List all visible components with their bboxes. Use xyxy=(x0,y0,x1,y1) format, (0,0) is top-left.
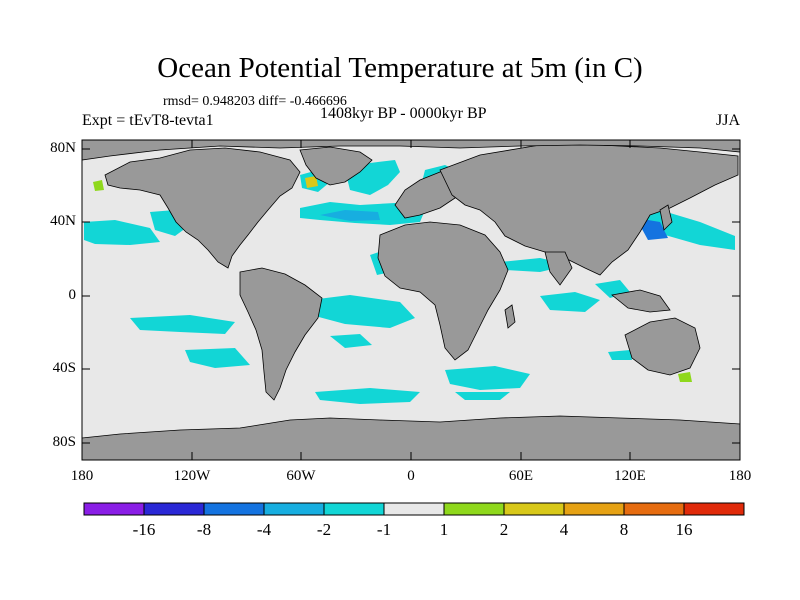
lon-label: 180 xyxy=(728,468,752,484)
lon-label: 60W xyxy=(286,468,316,484)
colorbar-label: -4 xyxy=(256,520,272,539)
anomaly-patch xyxy=(445,366,530,390)
lat-label: 80N xyxy=(50,140,76,156)
colorbar-swatch xyxy=(383,502,445,516)
experiment-label: Expt = tEvT8-tevta1 xyxy=(82,112,214,129)
anomaly-patches xyxy=(84,160,735,404)
lon-label: 60E xyxy=(508,468,534,484)
colorbar-label: 2 xyxy=(499,520,509,539)
anomaly-patch xyxy=(93,180,104,191)
colorbar-swatch xyxy=(443,502,505,516)
season-label: JJA xyxy=(716,112,741,129)
colorbar-swatch xyxy=(203,502,265,516)
land-india xyxy=(544,251,573,286)
colorbar xyxy=(83,502,745,516)
land-south-america xyxy=(239,267,323,401)
colorbar-label: 8 xyxy=(619,520,629,539)
land-maritime-asia xyxy=(611,289,671,313)
anomaly-patch xyxy=(678,372,692,382)
anomaly-patch xyxy=(630,205,735,250)
anomaly-patch xyxy=(310,295,415,328)
land-madagascar xyxy=(504,304,516,329)
colorbar-swatch xyxy=(83,502,145,516)
map-plot-area xyxy=(81,139,741,461)
colorbar-swatch xyxy=(263,502,325,516)
lat-label: 80S xyxy=(52,434,76,450)
anomaly-patch xyxy=(305,176,318,188)
anomaly-patch xyxy=(608,350,632,360)
anomaly-patch xyxy=(540,292,600,312)
land-australia xyxy=(624,317,701,376)
colorbar-label: -2 xyxy=(316,520,332,539)
colorbar-swatch xyxy=(683,502,745,516)
anomaly-patch xyxy=(185,348,250,368)
stats-text: rmsd= 0.948203 diff= -0.466696 xyxy=(163,94,347,109)
colorbar-swatch xyxy=(503,502,565,516)
lat-label: 0 xyxy=(68,287,77,303)
colorbar-label: -8 xyxy=(196,520,212,539)
colorbar-swatch xyxy=(323,502,385,516)
land-africa xyxy=(377,221,509,361)
land-japan xyxy=(659,204,673,231)
lon-label: 120W xyxy=(173,468,211,484)
anomaly-patch xyxy=(320,210,380,221)
anomaly-patch xyxy=(315,388,420,404)
colorbar-swatch xyxy=(623,502,685,516)
lon-label: 120E xyxy=(614,468,646,484)
colorbar-label: -1 xyxy=(376,520,392,539)
lat-label: 40S xyxy=(52,360,76,376)
land-asia xyxy=(439,144,739,276)
lat-label: 40N xyxy=(50,213,76,229)
colorbar-label: 4 xyxy=(559,520,569,539)
land-masses xyxy=(81,139,741,461)
colorbar-swatch xyxy=(143,502,205,516)
colorbar-label: 1 xyxy=(439,520,449,539)
colorbar-label: 16 xyxy=(675,520,693,539)
lon-label: 0 xyxy=(407,468,415,484)
map-title: Ocean Potential Temperature at 5m (in C) xyxy=(157,52,643,84)
anomaly-patch xyxy=(455,392,510,400)
land-north-america xyxy=(104,147,301,269)
lon-label: 180 xyxy=(70,468,94,484)
axis-ticks xyxy=(81,140,741,460)
anomaly-patch xyxy=(130,315,235,334)
colorbar-label: -16 xyxy=(132,520,156,539)
anomaly-patch xyxy=(330,334,372,348)
anomaly-patch xyxy=(84,220,160,245)
land-arctic xyxy=(81,139,741,161)
period-label: 1408kyr BP - 0000kyr BP xyxy=(320,105,487,122)
colorbar-swatch xyxy=(563,502,625,516)
land-greenland xyxy=(299,146,373,186)
